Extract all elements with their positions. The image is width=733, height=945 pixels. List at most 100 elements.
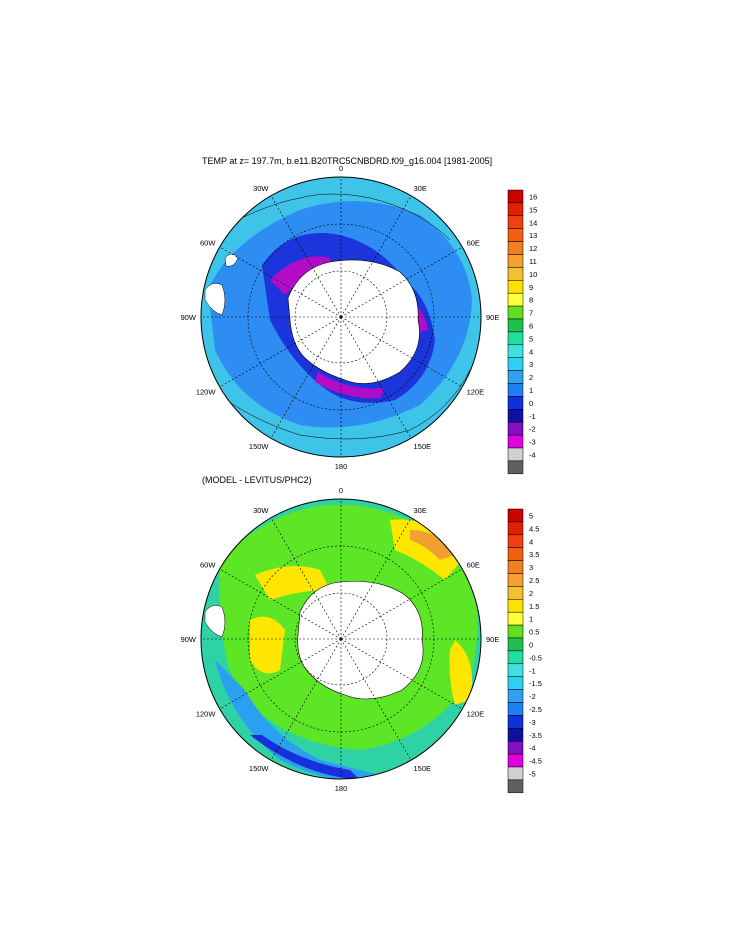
colorbar-swatch <box>507 421 524 436</box>
panel-top: TEMP at z= 197.7m, b.e11.B20TRC5CNBDRD.f… <box>181 156 537 475</box>
longitude-label: 120E <box>467 388 485 397</box>
colorbar-swatch <box>507 534 524 548</box>
colorbar-swatch <box>507 702 524 716</box>
colorbar-label: 4 <box>529 537 533 546</box>
longitude-label: 60W <box>200 561 216 570</box>
colorbar-swatch <box>507 396 524 410</box>
colorbar-label: 4.5 <box>529 524 539 533</box>
colorbar-label: 16 <box>529 192 537 201</box>
map-border <box>200 498 482 780</box>
colorbar-swatch <box>507 573 524 587</box>
colorbar-swatch <box>507 357 524 371</box>
colorbar-label: -1 <box>529 412 536 421</box>
map-border <box>200 176 482 458</box>
colorbar-swatch <box>507 663 524 677</box>
colorbar-label: -2 <box>529 692 536 701</box>
meridian-line <box>219 246 342 318</box>
meridian-line <box>340 246 463 318</box>
longitude-label: 0 <box>339 164 343 173</box>
colorbar-swatch <box>507 267 524 281</box>
colorbar-label: 0.5 <box>529 628 539 637</box>
meridian-line <box>219 568 342 640</box>
longitude-label: 180 <box>335 462 348 471</box>
colorbar-label: 1 <box>529 615 533 624</box>
colorbar-label: -2 <box>529 425 536 434</box>
colorbar-swatch <box>507 676 524 690</box>
colorbar-label: 13 <box>529 231 537 240</box>
colorbar-label: 0 <box>529 399 533 408</box>
meridian-line <box>270 638 342 761</box>
colorbar-label: 4 <box>529 347 533 356</box>
colorbar-swatch <box>507 460 524 475</box>
colorbar-label: -4 <box>529 450 536 459</box>
colorbar-swatch <box>507 779 524 794</box>
ocean-shelf-water <box>270 256 428 399</box>
colorbar-swatch <box>507 728 524 742</box>
colorbar-swatch <box>507 560 524 574</box>
colorbar-label: 3 <box>529 360 533 369</box>
anomaly-hot-patch <box>410 530 455 560</box>
colorbar-label: 0 <box>529 640 533 649</box>
colorbar-label: 8 <box>529 296 533 305</box>
south-america-land <box>204 253 239 316</box>
colorbar-swatch <box>507 650 524 665</box>
colorbar-swatch <box>507 383 524 397</box>
panel-top-title: TEMP at z= 197.7m, b.e11.B20TRC5CNBDRD.f… <box>202 156 492 166</box>
colorbar-label: -1 <box>529 666 536 675</box>
colorbar-label: 6 <box>529 321 533 330</box>
colorbar-label: -3 <box>529 438 536 447</box>
longitude-label: 90W <box>181 313 197 322</box>
colorbar-label: 15 <box>529 205 537 214</box>
longitude-label: 150W <box>249 764 270 773</box>
longitude-label: 60E <box>467 239 480 248</box>
colorbar-swatch <box>507 447 524 462</box>
longitude-label: 120E <box>467 710 485 719</box>
longitude-label: 90W <box>181 635 197 644</box>
meridian-line <box>340 316 463 388</box>
colorbar-label: -3.5 <box>529 731 542 740</box>
colorbar-swatch <box>507 766 524 781</box>
colorbar-swatch <box>507 202 524 217</box>
meridian-line <box>340 195 412 318</box>
longitude-label: 60E <box>467 561 480 570</box>
colorbar-label: 10 <box>529 270 537 279</box>
longitude-label: 30W <box>253 184 269 193</box>
isotherm-contours <box>201 193 471 440</box>
colorbar-label: 3 <box>529 563 533 572</box>
colorbar-swatch <box>507 715 524 729</box>
meridian-line <box>219 638 342 710</box>
colorbar-label: 9 <box>529 283 533 292</box>
colorbar-swatch <box>507 586 524 600</box>
colorbar-label: 11 <box>529 257 537 266</box>
colorbar-label: 7 <box>529 309 533 318</box>
colorbar-swatch <box>507 521 524 536</box>
colorbar-swatch <box>507 318 524 333</box>
meridian-line <box>340 316 412 439</box>
colorbar-swatch <box>507 624 524 639</box>
colorbar-label: 14 <box>529 218 537 227</box>
colorbar-label: -2.5 <box>529 705 542 714</box>
colorbar-label: -5 <box>529 769 536 778</box>
longitude-labels: 0 30E 60E 90E 120E 150E 180 150W 120W 90W 60W 30W <box>181 486 500 793</box>
longitude-label: 120W <box>196 710 217 719</box>
colorbar-label: 1 <box>529 386 533 395</box>
colorbar-label: 5 <box>529 334 533 343</box>
colorbar-swatch <box>507 305 524 320</box>
colorbar-label: 2.5 <box>529 576 539 585</box>
colorbar-label: -0.5 <box>529 653 542 662</box>
colorbar-swatch <box>507 740 524 755</box>
colorbar-label: -3 <box>529 718 536 727</box>
colorbar-swatch <box>507 611 524 626</box>
colorbar-swatch <box>507 228 524 242</box>
colorbar-swatch <box>507 280 524 294</box>
longitude-label: 30E <box>414 184 427 193</box>
colorbar-swatch <box>507 434 524 449</box>
panel-bottom: (MODEL - LEVITUS/PHC2) 030E60E90E120E150… <box>181 475 542 794</box>
colorbar-swatch <box>507 331 524 346</box>
longitude-label: 180 <box>335 784 348 793</box>
colorbar-swatch <box>507 409 524 423</box>
map-top <box>201 177 481 457</box>
graticule-top <box>201 177 481 457</box>
